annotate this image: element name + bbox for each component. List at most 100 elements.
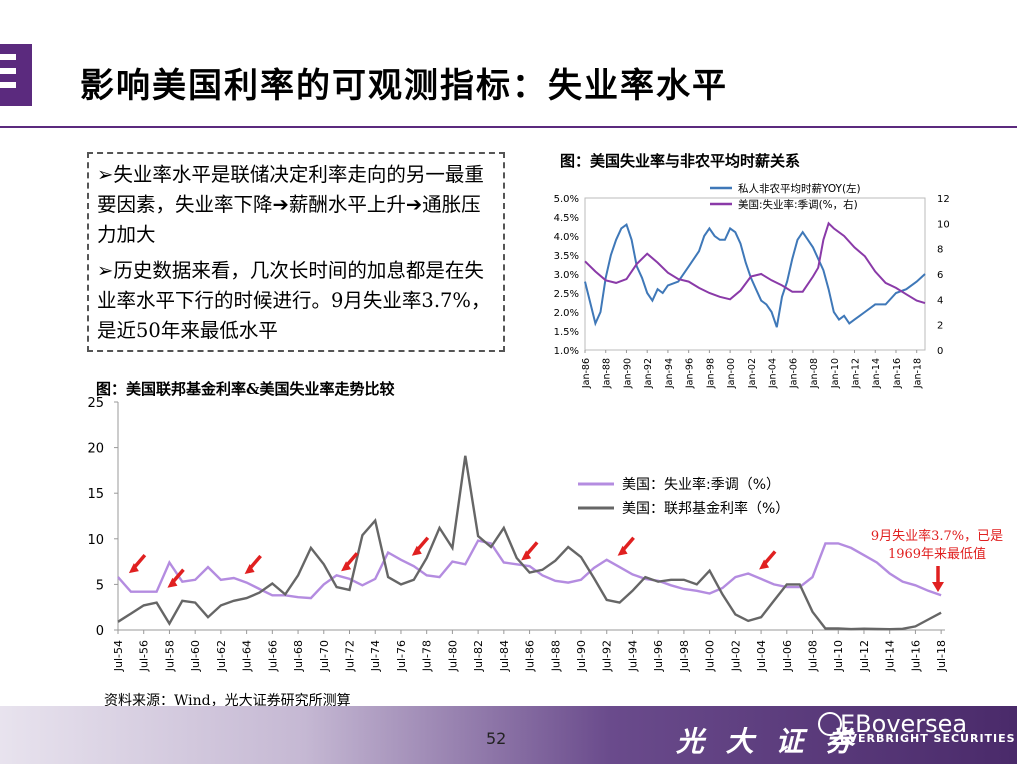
chart2-arrow-head-5: [411, 545, 422, 556]
title-divider: [0, 126, 1017, 128]
chart1-x-tick: Jan-86: [581, 358, 592, 389]
chart1-y-left-tick: 2.5%: [554, 289, 579, 300]
chart1-y-left-tick: 4.0%: [554, 232, 579, 243]
chart1-x-tick: Jan-02: [747, 358, 758, 389]
chart2-title: 图：美国联邦基金利率&美国失业率走势比较: [96, 380, 395, 398]
chart2-arrow-latest-head: [932, 582, 944, 592]
bullet-2: ➢历史数据来看，几次长时间的加息都是在失业率水平下行的时候进行。9月失业率3.7…: [97, 259, 491, 342]
chart2-x-tick: Jul-06: [781, 640, 794, 672]
chart1-x-tick: Jan-08: [809, 358, 820, 389]
chart2-x-tick: Jul-72: [344, 640, 357, 672]
wechat-icon: [818, 712, 842, 736]
fed-unemployment-chart: 0 5 10 15 20 25 Jul-54 Jul-56 Jul-58 Jul-60 Jul-62…: [87, 396, 948, 672]
chart2-y-tick: 25: [87, 396, 104, 411]
chart2-legend-label-2: 美国：联邦基金利率（%）: [622, 500, 789, 517]
chart2-x-tick: Jul-64: [241, 640, 254, 672]
chart1-x-tick: Jan-90: [622, 358, 633, 389]
page-number: 52: [486, 729, 507, 748]
chart2-x-tick: Jul-96: [652, 640, 665, 672]
chart1-x-tick: Jan-96: [685, 358, 696, 389]
brand-name-en: EBoversea: [840, 710, 968, 738]
chart1-x-tick: Jan-94: [664, 358, 675, 389]
chart1-title: 图：美国失业率与非农平均时薪关系: [560, 152, 801, 170]
chart2-x-tick: Jul-02: [729, 640, 742, 672]
chart1-y-left-tick: 1.0%: [554, 346, 579, 357]
chart1-x-tick: Jan-14: [871, 358, 882, 389]
chart1-x-tick: Jan-88: [602, 358, 613, 389]
chart2-series-2-line: [117, 455, 942, 631]
chart1-y-right-tick: 4: [937, 295, 943, 306]
chart2-arrow-head-2: [167, 577, 178, 588]
chart2-x-tick: Jul-74: [369, 640, 382, 672]
chart2-x-tick: Jul-18: [935, 640, 948, 672]
chart2-x-tick: Jul-54: [112, 640, 125, 672]
chart1-y-right-tick: 6: [937, 270, 943, 281]
chart2-x-tick: Jul-60: [189, 640, 202, 672]
chart1-x-tick: Jan-16: [892, 358, 903, 389]
chart1-legend-label-2: 美国:失业率:季调(%，右): [738, 198, 858, 211]
chart2-y-tick: 20: [87, 442, 104, 457]
chart2-x-tick: Jul-76: [395, 640, 408, 672]
chart2-x-tick: Jul-66: [266, 640, 279, 672]
chart2-x-tick: Jul-58: [163, 640, 176, 672]
chart1-y-right-tick: 2: [937, 321, 943, 332]
chart1-y-left-tick: 2.0%: [554, 308, 579, 319]
chart1-x-tick: Jan-98: [705, 358, 716, 389]
chart2-arrow-head-4: [341, 561, 352, 572]
chart1-y-left-tick: 5.0%: [554, 194, 579, 205]
chart2-x-tick: Jul-16: [909, 640, 922, 672]
chart2-x-tick: Jul-08: [807, 640, 820, 672]
chart2-x-tick: Jul-68: [292, 640, 305, 672]
chart1-plot-frame: [584, 197, 926, 351]
chart2-x-tick: Jul-78: [421, 640, 434, 672]
wage-unemployment-chart: 1.0% 1.5% 2.0% 2.5% 3.0% 3.5% 4.0% 4.5% 5.0% 0 2 4 6…: [554, 182, 950, 389]
brand-subtitle-en: EVERBRIGHT SECURITIES: [840, 732, 1016, 745]
chart1-y-left-tick: 4.5%: [554, 213, 579, 224]
chart1-y-left-tick: 3.0%: [554, 270, 579, 281]
chart2-x-tick: Jul-04: [755, 640, 768, 672]
chart2-legend-label-1: 美国：失业率:季调（%）: [622, 476, 780, 493]
chart1-y-left-tick: 3.5%: [554, 251, 579, 262]
chart2-arrow-head-6: [521, 550, 532, 561]
chart2-arrow-head-3: [244, 564, 255, 575]
chart1-x-tick: Jan-92: [643, 358, 654, 389]
chart1-y-right-tick: 10: [937, 219, 950, 230]
chart2-y-tick: 10: [87, 533, 104, 548]
chart2-x-tick: Jul-86: [524, 640, 537, 672]
chart2-x-tick: Jul-88: [549, 640, 562, 672]
chart2-x-tick: Jul-90: [575, 640, 588, 672]
chart2-arrow-head-8: [759, 559, 770, 570]
chart1-x-tick: Jan-10: [830, 358, 841, 389]
chart1-x-tick: Jan-06: [788, 358, 799, 389]
chart1-legend-label-1: 私人非农平均时薪YOY(左): [738, 182, 861, 195]
chart2-x-tick: Jul-62: [215, 640, 228, 672]
chart2-annotation: 9月失业率3.7%，已是1969年来最低值: [870, 529, 1004, 562]
chart2-series-1-line: [117, 539, 942, 600]
bullet-box: ➢失业率水平是联储决定利率走向的另一最重要因素，失业率下降➔薪酬水平上升➔通胀压…: [87, 152, 505, 352]
chart2-x-tick: Jul-82: [472, 640, 485, 672]
bullet-1: ➢失业率水平是联储决定利率走向的另一最重要因素，失业率下降➔薪酬水平上升➔通胀压…: [97, 163, 484, 246]
chart2-x-tick: Jul-00: [704, 640, 717, 672]
chart1-y-right-tick: 0: [937, 346, 943, 357]
source-note: 资料来源：Wind，光大证券研究所测算: [104, 693, 351, 709]
chart2-x-tick: Jul-10: [832, 640, 845, 672]
chart2-x-tick: Jul-56: [138, 640, 151, 672]
brand-logo-mark: [0, 44, 32, 106]
chart2-x-tick: Jul-92: [601, 640, 614, 672]
chart2-x-tick: Jul-84: [498, 640, 511, 672]
chart2-y-tick: 0: [96, 624, 104, 639]
chart2-x-tick: Jul-12: [858, 640, 871, 672]
chart1-x-tick: Jan-04: [768, 358, 779, 389]
chart2-arrow-head-7: [617, 545, 628, 556]
chart1-series-2-line: [584, 221, 926, 305]
chart2-x-tick: Jul-70: [318, 640, 331, 672]
chart2-y-tick: 15: [87, 487, 104, 502]
chart2-x-tick: Jul-80: [446, 640, 459, 672]
footer-band: [0, 706, 1017, 764]
page-title: 影响美国利率的可观测指标：失业率水平: [80, 66, 728, 106]
chart1-y-right-tick: 12: [937, 194, 950, 205]
chart1-x-tick: Jan-00: [726, 358, 737, 389]
chart2-x-tick: Jul-94: [626, 640, 639, 672]
chart2-x-tick: Jul-14: [884, 640, 897, 672]
chart2-y-tick: 5: [96, 578, 104, 593]
